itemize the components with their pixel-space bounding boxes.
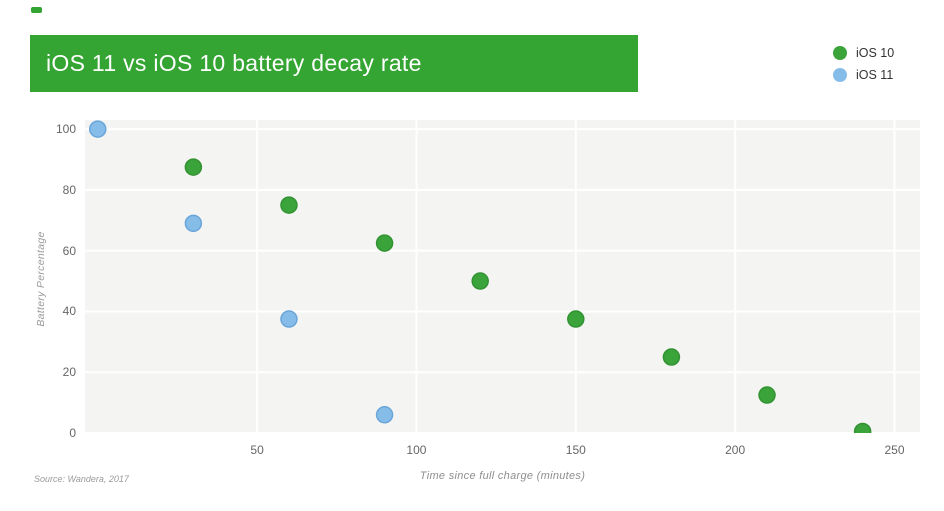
title-banner: iOS 11 vs iOS 10 battery decay rate xyxy=(30,35,638,92)
ios11-marker-icon xyxy=(833,68,847,82)
y-axis-title: Battery Percentage xyxy=(35,231,47,327)
x-tick-label: 50 xyxy=(250,443,264,457)
y-tick-label: 0 xyxy=(69,426,76,440)
data-point-ios-10 xyxy=(375,234,394,252)
source-note: Source: Wandera, 2017 xyxy=(34,474,129,484)
x-tick-label: 150 xyxy=(565,443,586,457)
data-point-ios-11 xyxy=(184,214,203,233)
legend: iOS 10 iOS 11 xyxy=(833,46,894,90)
data-point-ios-10 xyxy=(758,386,776,404)
x-axis-title: Time since full charge (minutes) xyxy=(419,470,586,482)
x-tick-label: 100 xyxy=(406,443,427,457)
banner-accent-mark xyxy=(31,7,42,13)
y-tick-label: 20 xyxy=(62,365,76,380)
legend-label-ios11: iOS 11 xyxy=(856,68,894,82)
y-tick-label: 80 xyxy=(62,182,76,197)
data-point-ios-10 xyxy=(280,196,298,214)
y-tick-label: 40 xyxy=(62,304,76,319)
data-point-ios-11 xyxy=(88,120,107,138)
data-point-ios-10 xyxy=(567,310,585,328)
data-point-ios-10 xyxy=(184,158,203,176)
x-tick-label: 200 xyxy=(725,443,746,457)
legend-label-ios10: iOS 10 xyxy=(856,46,895,60)
data-point-ios-10 xyxy=(471,272,489,290)
data-point-ios-11 xyxy=(280,310,298,328)
ios10-marker-icon xyxy=(833,46,847,60)
data-point-ios-10 xyxy=(853,422,872,441)
legend-item-ios11: iOS 11 xyxy=(833,68,894,82)
plot-area xyxy=(85,120,920,441)
y-tick-label: 100 xyxy=(55,122,76,137)
data-point-ios-10 xyxy=(662,348,681,366)
x-tick-label: 250 xyxy=(884,443,905,457)
data-point-ios-11 xyxy=(375,406,394,424)
chart-title: iOS 11 vs iOS 10 battery decay rate xyxy=(46,50,422,76)
y-tick-label: 60 xyxy=(62,243,76,258)
scatter-plot-svg xyxy=(85,120,920,441)
legend-item-ios10: iOS 10 xyxy=(833,46,894,60)
